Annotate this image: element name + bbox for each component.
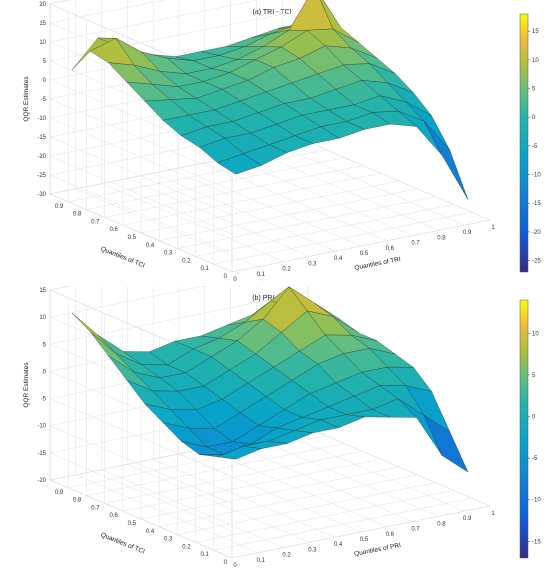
chart1-y-tick: 0 bbox=[224, 560, 228, 566]
chart1-y-tick: 0.9 bbox=[55, 490, 64, 496]
chart1-x-tick: 0.8 bbox=[437, 521, 446, 527]
chart1-x-tick: 0.3 bbox=[308, 547, 317, 553]
chart0-y-tick: 0.7 bbox=[91, 219, 100, 225]
chart1-z-tick: 5 bbox=[43, 342, 47, 348]
chart0-x-tick: 0.4 bbox=[334, 256, 343, 262]
chart0-z-tick: 15 bbox=[39, 21, 46, 27]
chart0-x-tick: 0 bbox=[233, 277, 237, 283]
chart1-colorbar-tick: -5 bbox=[532, 456, 538, 462]
chart0-colorbar: -25 -20 -15 -10 -5 0 5 10 15 bbox=[519, 13, 541, 273]
chart0-y-tick: 0.8 bbox=[73, 212, 82, 218]
chart0-z-tick: -10 bbox=[37, 116, 46, 122]
chart0-zlabel: QQR Estimates bbox=[23, 76, 30, 122]
chart0-y-tick: 0 bbox=[224, 274, 228, 280]
chart1-y-tick: 0.1 bbox=[200, 552, 209, 558]
chart1-surface-patch bbox=[423, 414, 469, 473]
chart0-colorbar-tick: 15 bbox=[532, 29, 539, 35]
chart1-ylabel: Quantiles of TCI bbox=[100, 531, 146, 555]
chart0-xlabel: Quantiles of TRI bbox=[354, 256, 402, 272]
chart1-x-tick: 0.6 bbox=[386, 532, 395, 538]
chart1-x-tick: 0.2 bbox=[282, 553, 291, 559]
chart1-z-tick: -10 bbox=[37, 424, 46, 430]
chart1-z-tick: 15 bbox=[39, 288, 46, 294]
chart1-z-tick: -15 bbox=[37, 451, 46, 457]
chart1-y-tick: 0.3 bbox=[164, 537, 173, 543]
chart1-z-tick: 0 bbox=[43, 369, 47, 375]
surface-plot-b: (b) PRI - TCI -20 -15 -10 -5 0 5 10 15 0 0.1 0.2 0.3… bbox=[0, 286, 550, 573]
chart1-colorbar-tick: 10 bbox=[532, 331, 539, 337]
chart1-y-tick: 0.7 bbox=[91, 505, 100, 511]
chart1-z-tick: -20 bbox=[37, 478, 46, 484]
chart0-x-tick: 1 bbox=[491, 225, 495, 231]
chart0-surface-patch bbox=[423, 120, 469, 200]
chart0-y-tick: 0.4 bbox=[146, 243, 155, 249]
chart0-surface bbox=[71, 0, 469, 200]
chart0-z-tick: 20 bbox=[39, 2, 46, 8]
chart0-colorbar-tick: -10 bbox=[532, 173, 541, 179]
chart1-colorbar-tick: 5 bbox=[532, 373, 536, 379]
chart0-z-tick: -5 bbox=[41, 97, 47, 103]
chart1-y-tick: 0.8 bbox=[73, 498, 82, 504]
chart0-x-tick: 0.5 bbox=[360, 251, 369, 257]
chart1-x-tick: 0.5 bbox=[360, 537, 369, 543]
surface-plot-a: (a) TRI - TCI -30 -25 -20 -15 -10 -5 0 5 10 15 20 0 0… bbox=[23, 0, 541, 283]
chart0-colorbar-tick: 10 bbox=[532, 58, 539, 64]
chart0-title: (a) TRI - TCI bbox=[252, 9, 291, 16]
chart0-ylabel: Quantiles of TCI bbox=[100, 245, 146, 269]
chart0-colorbar-tick: 0 bbox=[532, 115, 536, 121]
chart1-x-tick: 0.7 bbox=[411, 527, 420, 533]
chart0-z-tick: -20 bbox=[37, 154, 46, 160]
chart0-y-tick: 0.2 bbox=[182, 258, 191, 264]
chart0-colorbar-tick: 5 bbox=[532, 87, 536, 93]
chart0-z-tick: -25 bbox=[37, 173, 46, 179]
chart1-colorbar-tick: 0 bbox=[532, 415, 536, 421]
chart1-z-tick: -5 bbox=[41, 397, 47, 403]
chart1-ticks: -20-15-10-505101500.10.20.30.40.50.60.70… bbox=[37, 288, 495, 569]
chart0-y-tick: 0.9 bbox=[55, 204, 64, 210]
chart0-x-tick: 0.2 bbox=[282, 267, 291, 273]
chart1-y-tick: 0.5 bbox=[128, 521, 137, 527]
chart1-x-tick: 0.4 bbox=[334, 542, 343, 548]
chart1-x-tick: 0 bbox=[233, 563, 237, 569]
chart1-y-tick: 0.4 bbox=[146, 529, 155, 535]
chart0-x-tick: 0.8 bbox=[437, 235, 446, 241]
chart0-x-tick: 0.7 bbox=[411, 241, 420, 247]
chart1-y-tick: 0.6 bbox=[109, 513, 118, 519]
chart1-surface bbox=[71, 286, 469, 473]
chart1-x-tick: 1 bbox=[491, 511, 495, 517]
chart0-z-tick: 10 bbox=[39, 40, 46, 46]
chart0-ticks: -30-25-20-15-10-50510152000.10.20.30.40.… bbox=[37, 2, 495, 283]
chart0-z-tick: -15 bbox=[37, 135, 46, 141]
chart1-title: (b) PRI - TCI bbox=[252, 295, 292, 302]
chart1-colorbar-tick: -10 bbox=[532, 498, 541, 504]
chart1-surface-patch bbox=[71, 312, 117, 354]
chart0-x-tick: 0.1 bbox=[257, 272, 266, 278]
chart0-z-tick: 0 bbox=[43, 78, 47, 84]
chart0-colorbar-tick: -20 bbox=[532, 230, 541, 236]
chart0-x-tick: 0.3 bbox=[308, 261, 317, 267]
surface-plot-a-canvas: (a) TRI - TCI-30-25-20-15-10-50510152000… bbox=[23, 0, 541, 283]
chart0-colorbar-tick: -5 bbox=[532, 144, 538, 150]
chart0-y-tick: 0.5 bbox=[128, 235, 137, 241]
chart1-colorbar-tick: -15 bbox=[532, 539, 541, 545]
chart1-xlabel: Quantiles of PRI bbox=[354, 542, 402, 558]
chart0-x-tick: 0.9 bbox=[463, 230, 472, 236]
chart0-y-tick: 0.1 bbox=[200, 266, 209, 272]
chart0-colorbar-tick: -15 bbox=[532, 201, 541, 207]
chart0-z-tick: -30 bbox=[37, 192, 46, 198]
chart1-z-tick: 10 bbox=[39, 315, 46, 321]
chart0-y-tick: 0.6 bbox=[109, 227, 118, 233]
chart0-x-tick: 0.6 bbox=[386, 246, 395, 252]
chart0-colorbar-tick: -25 bbox=[532, 259, 541, 265]
chart1-zlabel: QQR Estimates bbox=[23, 362, 30, 408]
chart0-z-tick: 5 bbox=[43, 59, 47, 65]
chart0-surface-patch bbox=[288, 0, 334, 31]
chart1-x-tick: 0.1 bbox=[257, 558, 266, 564]
chart1-colorbar: -15 -10 -5 0 5 10 bbox=[519, 299, 541, 559]
chart0-y-tick: 0.3 bbox=[164, 251, 173, 257]
chart1-x-tick: 0.9 bbox=[463, 516, 472, 522]
chart1-y-tick: 0.2 bbox=[182, 544, 191, 550]
surface-plot-b-canvas: (b) PRI - TCI-20-15-10-505101500.10.20.3… bbox=[23, 286, 541, 569]
